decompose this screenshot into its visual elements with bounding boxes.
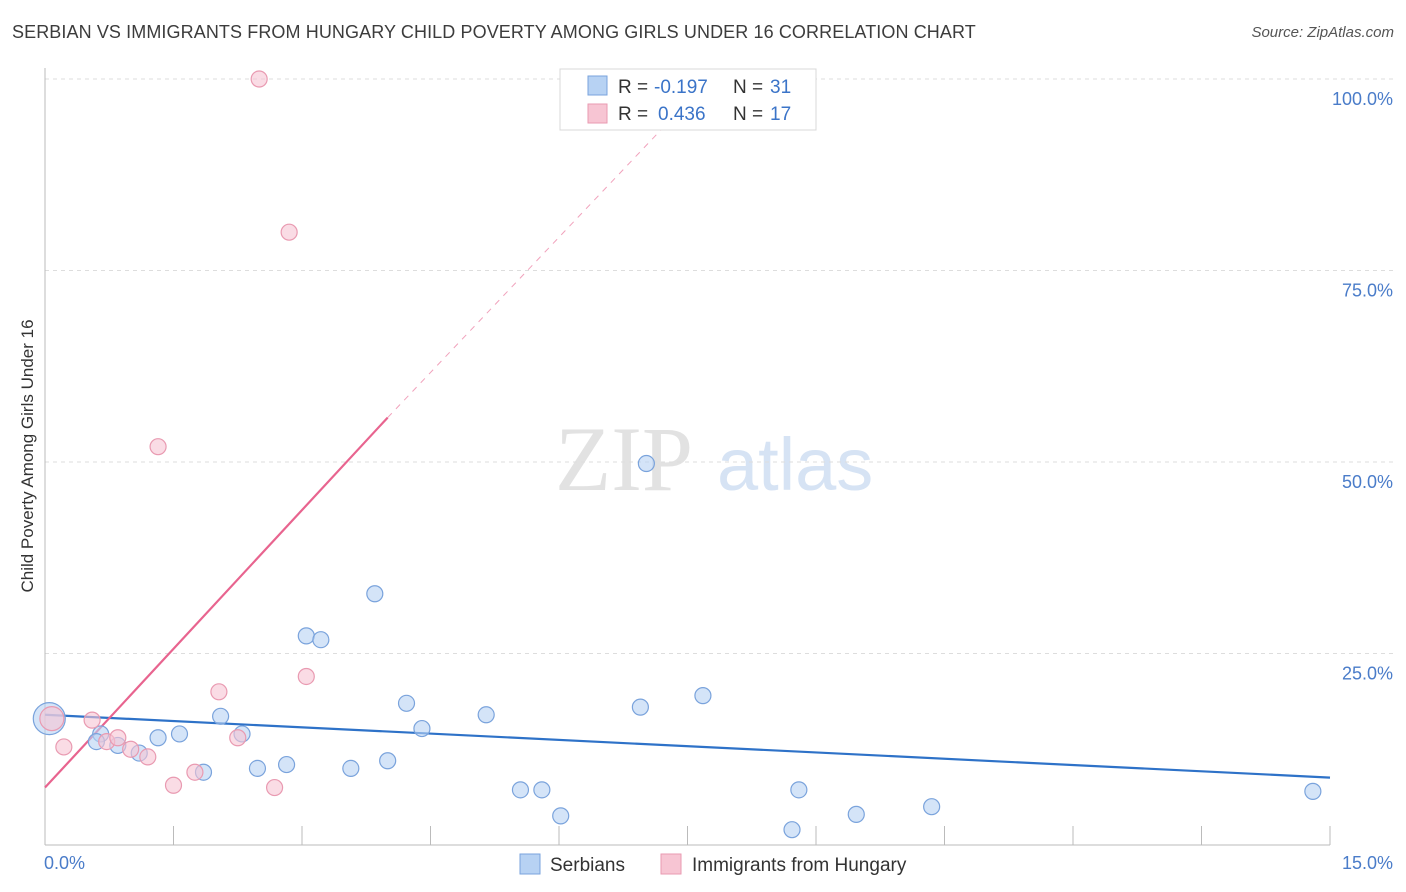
watermark-zip: ZIP <box>555 408 693 510</box>
source-label: Source: ZipAtlas.com <box>1251 24 1394 41</box>
correlation-legend: R = -0.197 N = 31 R = 0.436 N = 17 <box>559 68 817 131</box>
point-hungary <box>149 438 167 456</box>
point-serbians <box>923 798 941 816</box>
y-tick-label: 75.0% <box>1342 281 1393 301</box>
y-tick-label: 100.0% <box>1332 89 1393 109</box>
y-axis-title: Child Poverty Among Girls Under 16 <box>18 319 37 592</box>
point-hungary <box>229 729 247 747</box>
point-hungary <box>109 729 127 747</box>
bottom-legend-swatch-hungary <box>660 853 682 875</box>
point-serbians <box>297 627 315 645</box>
legend-n-label-1: N = <box>733 77 763 98</box>
point-serbians <box>631 698 649 716</box>
bottom-legend-swatch-serbians <box>519 853 541 875</box>
point-serbians <box>511 781 530 799</box>
point-hungary <box>250 70 268 88</box>
data-points <box>32 70 1322 839</box>
point-serbians <box>170 725 189 743</box>
y-tick-label: 50.0% <box>1342 472 1393 492</box>
series-legend: Serbians Immigrants from Hungary <box>519 853 907 876</box>
point-serbians <box>694 687 712 705</box>
point-serbians <box>149 729 167 747</box>
legend-n-value-1: 31 <box>770 77 791 98</box>
point-hungary <box>280 223 298 241</box>
point-serbians <box>533 781 551 799</box>
x-tick-label-end: 15.0% <box>1342 853 1393 873</box>
y-tick-label: 25.0% <box>1342 664 1393 684</box>
gridlines <box>45 78 1393 654</box>
point-serbians <box>847 805 865 823</box>
legend-r-label-1: R = <box>618 77 648 98</box>
legend-n-value-2: 17 <box>770 104 791 125</box>
legend-swatch-hungary <box>587 103 608 124</box>
trendline-hungary-extension <box>387 101 688 418</box>
legend-r-value-1: -0.197 <box>654 77 708 98</box>
point-serbians <box>413 719 431 738</box>
point-serbians <box>637 454 655 473</box>
chart-title: SERBIAN VS IMMIGRANTS FROM HUNGARY CHILD… <box>12 22 976 42</box>
point-hungary <box>122 740 140 758</box>
point-serbians <box>212 707 230 725</box>
point-serbians <box>397 694 416 712</box>
point-serbians <box>552 807 570 825</box>
point-serbians <box>790 781 808 799</box>
point-hungary <box>265 778 284 797</box>
x-tick-label-start: 0.0% <box>44 853 85 873</box>
point-serbians <box>277 755 296 774</box>
point-serbians <box>783 821 801 839</box>
point-hungary <box>164 776 183 794</box>
point-hungary <box>297 667 315 686</box>
tick-labels: 25.0% 50.0% 75.0% 100.0% 0.0% 15.0% <box>44 89 1393 873</box>
legend-swatch-serbians <box>587 75 608 96</box>
point-hungary <box>186 763 204 781</box>
point-serbians <box>248 759 267 778</box>
point-serbians <box>1304 782 1322 800</box>
bottom-legend-serbians: Serbians <box>550 855 625 876</box>
point-serbians <box>366 585 384 603</box>
axes <box>44 68 1331 846</box>
point-serbians <box>312 631 330 649</box>
point-serbians <box>477 706 495 724</box>
point-hungary <box>83 711 101 729</box>
watermark-atlas: atlas <box>717 423 873 506</box>
point-hungary <box>55 738 73 756</box>
bottom-legend-hungary: Immigrants from Hungary <box>692 855 907 876</box>
legend-r-label-2: R = <box>618 104 648 125</box>
point-serbians <box>342 759 360 778</box>
point-serbians <box>379 752 397 770</box>
point-hungary <box>139 748 157 766</box>
legend-r-value-2: 0.436 <box>658 104 706 125</box>
point-hungary <box>39 706 65 732</box>
trendline-serbians <box>44 713 1331 779</box>
legend-n-label-2: N = <box>733 104 763 125</box>
point-hungary <box>210 683 228 701</box>
